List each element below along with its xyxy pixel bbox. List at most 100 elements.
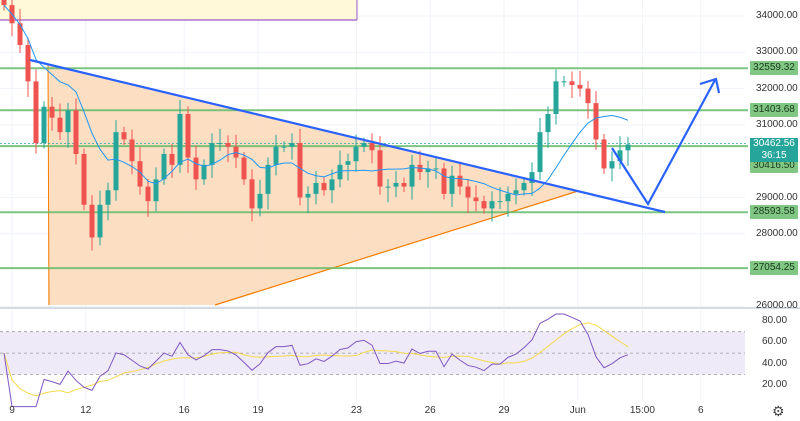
candle-body [425, 168, 431, 173]
candle-body [497, 201, 503, 203]
candle-body [361, 143, 367, 147]
descending-trendline [29, 58, 666, 214]
time-tick-label: 12 [80, 405, 92, 416]
moving-average-line [3, 4, 629, 196]
gear-icon[interactable]: ⚙ [772, 403, 785, 419]
candle-body [617, 150, 623, 162]
candle-body [121, 132, 127, 140]
candle-body [145, 186, 151, 202]
price-tick-label: 33000.00 [756, 46, 798, 58]
candle-body [153, 179, 159, 202]
rsi-signal-line [3, 322, 629, 397]
rsi-line [3, 313, 629, 408]
price-tick-label: 26000.00 [756, 300, 798, 312]
price-tick-label: 32000.00 [756, 82, 798, 94]
triangle-edge-left [47, 63, 50, 306]
highlight-box [0, 0, 357, 20]
price-tick-label: 31000.00 [756, 118, 798, 130]
candle-body [593, 103, 599, 140]
price-tick-label: 28000.00 [756, 227, 798, 239]
candle-body [409, 164, 415, 187]
candle-body [457, 175, 463, 187]
level-price-label: 32559.32 [750, 61, 798, 76]
candle-body [441, 168, 447, 194]
candle-body [113, 132, 119, 191]
time-tick-label: 29 [498, 405, 510, 416]
candle-body [345, 161, 351, 165]
candle-body [505, 193, 511, 202]
candle-body [89, 204, 95, 238]
candle-body [289, 143, 295, 147]
arrow-head-icon [699, 77, 721, 94]
candle-body [393, 182, 399, 187]
candle-body [537, 132, 543, 173]
rsi-tick-label: 20.00 [762, 379, 788, 391]
current-price-label: 30462.56 36:15 [750, 138, 798, 162]
rsi-tick-label: 60.00 [762, 336, 788, 348]
candle-body [209, 143, 215, 165]
candle-body [385, 186, 391, 188]
level-price-label: 28593.58 [750, 205, 798, 220]
candle-body [217, 143, 223, 145]
candle-body [337, 164, 343, 180]
candle-body [185, 114, 191, 158]
candle-body [137, 161, 143, 187]
candle-body [577, 84, 583, 89]
candle-body [265, 164, 271, 194]
level-price-label: 27054.25 [750, 261, 798, 276]
time-tick-label: 16 [178, 405, 190, 416]
candle-body [585, 88, 591, 104]
candle-body [241, 157, 247, 180]
candle-body [329, 179, 335, 191]
candle-body [473, 197, 479, 202]
projection-arrow [611, 79, 716, 207]
candle-body [297, 143, 303, 198]
candle-body [561, 81, 567, 83]
rsi-tick-label: 40.00 [762, 357, 788, 369]
candle-body [97, 204, 103, 238]
candle-body [81, 153, 87, 205]
candle-body [193, 157, 199, 180]
time-tick-label: 23 [350, 405, 362, 416]
candle-body [33, 81, 39, 144]
triangle-edge-bottom [214, 190, 579, 306]
rsi-tick-label: 80.00 [762, 315, 788, 326]
time-tick-label: Jun [569, 405, 586, 416]
candle-body [313, 182, 319, 194]
candle-body [73, 110, 79, 154]
candle-body [161, 153, 167, 180]
candle-body [177, 114, 183, 165]
candle-body [521, 182, 527, 191]
candle-body [57, 117, 63, 133]
candle-body [249, 179, 255, 209]
candle-body [609, 161, 615, 169]
candle-body [257, 193, 263, 209]
price-tick-label: 34000.00 [756, 10, 798, 21]
candle-body [545, 114, 551, 133]
candle-body [529, 172, 535, 183]
time-tick-label: 26 [424, 405, 436, 416]
candle-body [401, 182, 407, 187]
candle-body [553, 81, 559, 115]
candle-body [65, 110, 71, 133]
candle-body [225, 143, 231, 147]
current-price-value: 30462.56 [753, 138, 795, 149]
candle-body [17, 23, 23, 46]
candle-body [1, 0, 7, 6]
candle-body [465, 186, 471, 198]
candle-body [433, 168, 439, 170]
candle-body [25, 45, 31, 82]
candle-body [169, 153, 175, 165]
time-tick-label: 19 [252, 405, 264, 416]
candle-body [49, 106, 55, 118]
price-tick-label: 29000.00 [756, 191, 798, 203]
candle-body [449, 175, 455, 194]
candle-body [353, 146, 359, 162]
candle-body [201, 164, 207, 180]
candle-body [625, 144, 631, 151]
candle-body [129, 139, 135, 162]
candle-body [481, 201, 487, 209]
time-tick-label: 6 [698, 405, 704, 416]
candle-countdown: 36:15 [761, 150, 787, 161]
